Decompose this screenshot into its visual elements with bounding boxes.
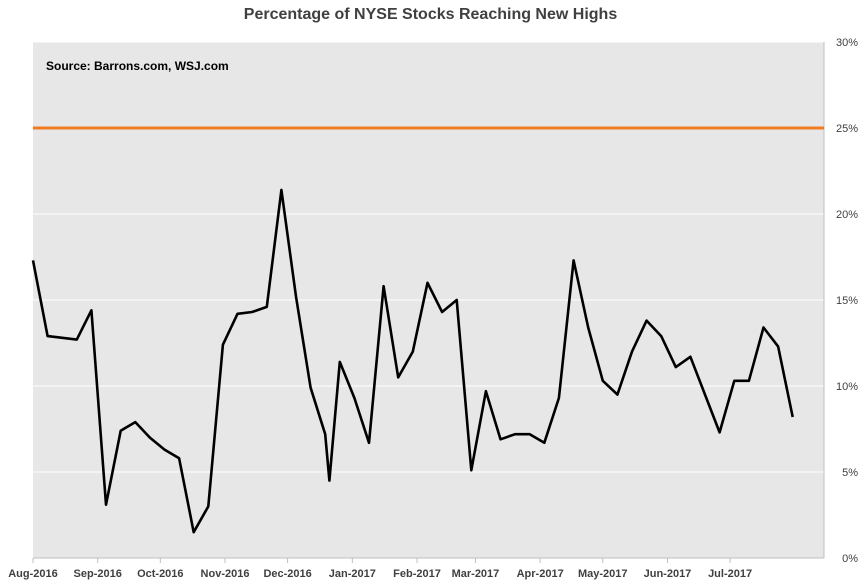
x-tick-label: Nov-2016	[201, 568, 250, 580]
y-tick-label: 5%	[842, 467, 858, 479]
chart-title: Percentage of NYSE Stocks Reaching New H…	[243, 6, 618, 23]
x-tick-label: Jun-2017	[644, 568, 692, 580]
x-tick-label: Jan-2017	[329, 568, 376, 580]
source-annotation: Source: Barrons.com, WSJ.com	[46, 59, 229, 73]
y-tick-label: 15%	[836, 295, 858, 307]
x-tick-label: Feb-2017	[393, 568, 441, 580]
y-tick-label: 0%	[842, 553, 858, 565]
y-tick-label: 20%	[836, 209, 858, 221]
x-tick-label: Jul-2017	[708, 568, 752, 580]
x-tick-label: May-2017	[578, 568, 628, 580]
series	[31, 126, 824, 534]
y-tick-label: 25%	[836, 123, 858, 135]
y-tick-label: 10%	[836, 381, 858, 393]
x-tick-label: Sep-2016	[74, 568, 122, 580]
tick-labels: Aug-2016 Sep-2016 Oct-2016 Nov-2016 Dec-2016…	[8, 37, 858, 580]
x-tick-label: Dec-2016	[263, 568, 311, 580]
x-tick-label: Mar-2017	[452, 568, 500, 580]
x-tick-label: Oct-2016	[137, 568, 183, 580]
x-tick-label: Aug-2016	[8, 568, 58, 580]
series-line-new-highs	[31, 188, 794, 534]
x-tick-label: Apr-2017	[517, 568, 564, 580]
y-tick-label: 30%	[836, 37, 858, 49]
